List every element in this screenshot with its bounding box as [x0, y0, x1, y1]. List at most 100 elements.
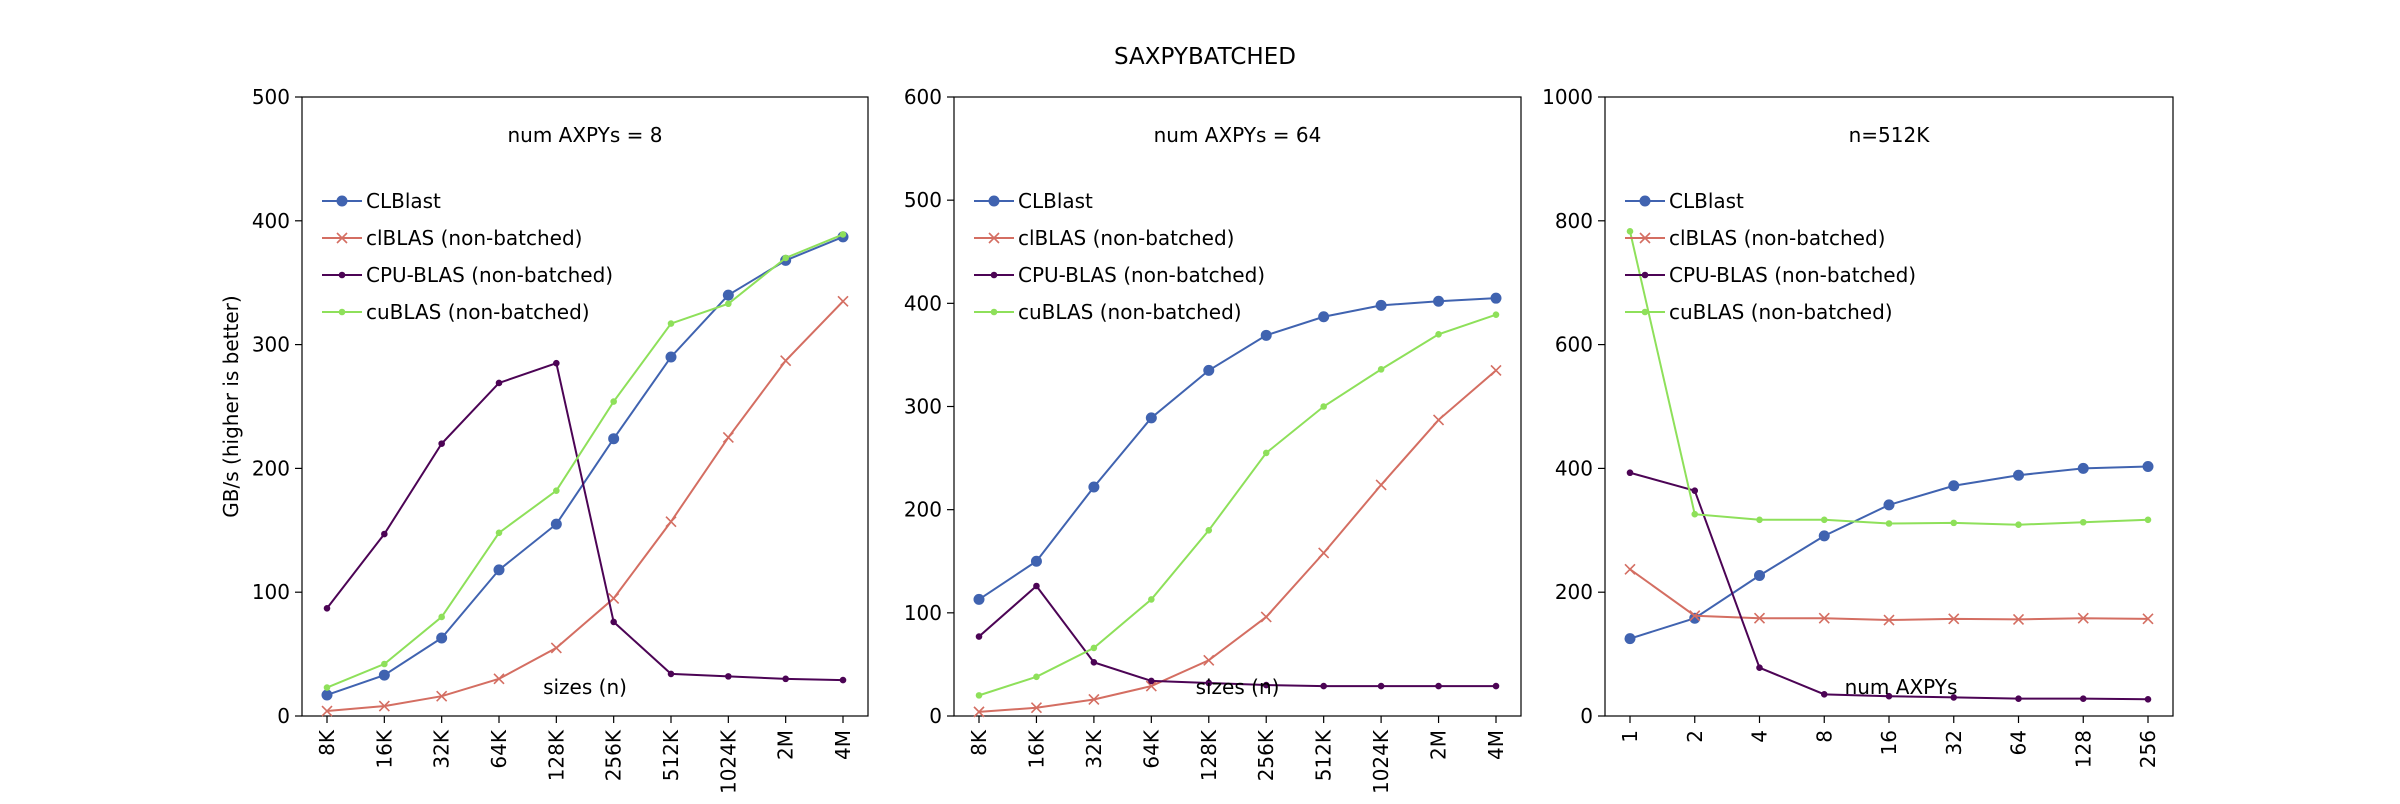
x-tick-label: 8 [1812, 730, 1836, 743]
data-point-cublas-non-batched [1950, 519, 1958, 527]
data-point-cpu-blas-non-batched [1090, 659, 1098, 666]
x-tick-label: 32K [1082, 729, 1106, 768]
y-tick-label: 200 [1555, 580, 1593, 604]
data-point-clblas-non-batched [780, 355, 792, 367]
data-point-cpu-blas-non-batched [438, 440, 445, 447]
data-point-cpu-blas-non-batched [1435, 682, 1442, 690]
legend-marker-clblas-non-batched [336, 232, 348, 244]
x-tick-label: 64K [1139, 729, 1163, 768]
data-point-cublas-non-batched [495, 529, 503, 537]
data-point-clblas-non-batched [1318, 547, 1330, 559]
x-axis-label: sizes (n) [1196, 675, 1280, 699]
data-point-clblast [321, 689, 333, 701]
y-tick-label: 500 [252, 85, 290, 109]
data-point-cpu-blas-non-batched [839, 676, 847, 684]
legend-marker-clblas-non-batched [1639, 232, 1651, 244]
series-line-clblas-non-batched [978, 369, 1497, 713]
panel-title: num AXPYs = 8 [507, 123, 662, 147]
x-tick-label: 64 [2007, 730, 2031, 755]
data-point-cpu-blas-non-batched [1820, 691, 1828, 698]
data-point-clblas-non-batched [2142, 613, 2154, 625]
data-point-clblas-non-batched [1753, 612, 1766, 624]
panel-3: 0 200 400 600 800 1000 1 2 4 8 16 32 64 128 256 n=512K n… [1542, 85, 2174, 768]
data-point-clblas-non-batched [1432, 414, 1445, 426]
data-point-clblas-non-batched [1145, 680, 1157, 692]
data-point-cpu-blas-non-batched [2144, 695, 2152, 703]
data-point-clblas-non-batched [665, 516, 677, 528]
data-point-clblast [2077, 462, 2089, 474]
data-point-cublas-non-batched [1820, 516, 1828, 524]
data-point-cublas-non-batched [1320, 403, 1327, 410]
data-point-cublas-non-batched [1691, 510, 1699, 518]
data-point-clblast [2013, 469, 2024, 481]
data-point-clblas-non-batched [1948, 613, 1960, 625]
data-point-cublas-non-batched [839, 231, 847, 238]
legend: CLBlast clBLAS (non-batched) CPU-BLAS (non… [1625, 189, 1916, 324]
data-point-clblas-non-batched [722, 431, 734, 444]
data-point-clblast [1883, 499, 1895, 511]
y-tick-label: 500 [904, 188, 942, 212]
legend: CLBlast clBLAS (non-batched) CPU-BLAS (non… [974, 189, 1265, 324]
legend-label-cpu-blas-non-batched: CPU-BLAS (non-batched) [1669, 263, 1916, 287]
data-point-cpu-blas-non-batched [1691, 487, 1699, 494]
y-tick-label: 300 [904, 395, 942, 419]
data-point-clblas-non-batched [1818, 612, 1830, 624]
data-point-cpu-blas-non-batched [725, 673, 732, 680]
y-tick-label: 300 [252, 333, 290, 357]
x-tick-label: 128 [2071, 730, 2095, 768]
series-line-clblast [326, 235, 844, 696]
data-point-cublas-non-batched [1885, 520, 1893, 527]
series-line-cublas-non-batched [978, 313, 1497, 697]
data-point-clblast [1375, 299, 1387, 311]
data-point-cublas-non-batched [1626, 228, 1634, 235]
x-tick-label: 256K [1254, 729, 1278, 781]
x-tick-label: 8K [967, 729, 991, 756]
data-point-clblast [1624, 633, 1636, 645]
data-point-cublas-non-batched [553, 487, 560, 494]
legend-marker-cublas-non-batched [990, 308, 998, 316]
data-point-cublas-non-batched [1377, 366, 1385, 373]
data-point-clblast [2142, 461, 2154, 473]
series-line-clblas-non-batched [326, 300, 844, 713]
legend: CLBlast clBLAS (non-batched) CPU-BLAS (non… [322, 189, 613, 324]
x-axis-label: num AXPYs [1845, 675, 1958, 699]
x-tick-label: 64K [487, 729, 511, 768]
y-tick-label: 100 [252, 580, 290, 604]
legend-label-clblast: CLBlast [366, 189, 441, 213]
panel-title: n=512K [1849, 123, 1931, 147]
data-point-clblas-non-batched [2012, 613, 2025, 626]
x-tick-label: 32K [430, 729, 454, 768]
data-point-clblas-non-batched [1375, 479, 1387, 491]
data-point-cublas-non-batched [1033, 673, 1040, 681]
x-tick-label: 128K [1197, 729, 1221, 781]
legend-marker-clblast [336, 195, 348, 207]
x-axis-label: sizes (n) [543, 675, 627, 699]
data-point-cpu-blas-non-batched [667, 670, 675, 678]
data-point-cpu-blas-non-batched [2079, 695, 2087, 702]
data-point-clblas-non-batched [837, 295, 849, 307]
legend-label-cpu-blas-non-batched: CPU-BLAS (non-batched) [366, 263, 613, 287]
data-point-cpu-blas-non-batched [1205, 679, 1213, 687]
data-point-cublas-non-batched [1435, 330, 1442, 338]
data-point-clblast [1145, 412, 1157, 424]
legend-label-cublas-non-batched: cuBLAS (non-batched) [366, 300, 590, 324]
data-point-clblas-non-batched [1030, 702, 1043, 714]
data-point-cpu-blas-non-batched [782, 675, 789, 683]
y-tick-label: 1000 [1542, 85, 1593, 109]
data-point-cublas-non-batched [782, 254, 789, 262]
data-point-cpu-blas-non-batched [495, 379, 503, 387]
legend-label-clblast: CLBlast [1669, 189, 1744, 213]
data-point-cpu-blas-non-batched [323, 604, 331, 612]
plot-frame [301, 96, 869, 717]
x-tick-label: 1024K [716, 729, 740, 794]
y-tick-label: 200 [904, 498, 942, 522]
data-point-cpu-blas-non-batched [1262, 681, 1270, 689]
series-line-cpu-blas-non-batched [978, 584, 1496, 688]
data-point-clblas-non-batched [1088, 693, 1100, 706]
y-tick-label: 200 [252, 456, 290, 480]
legend-marker-clblast [1639, 195, 1651, 207]
data-point-cublas-non-batched [2144, 516, 2152, 524]
y-axis-label: GB/s (higher is better) [219, 295, 243, 517]
data-point-clblast [1318, 311, 1330, 323]
